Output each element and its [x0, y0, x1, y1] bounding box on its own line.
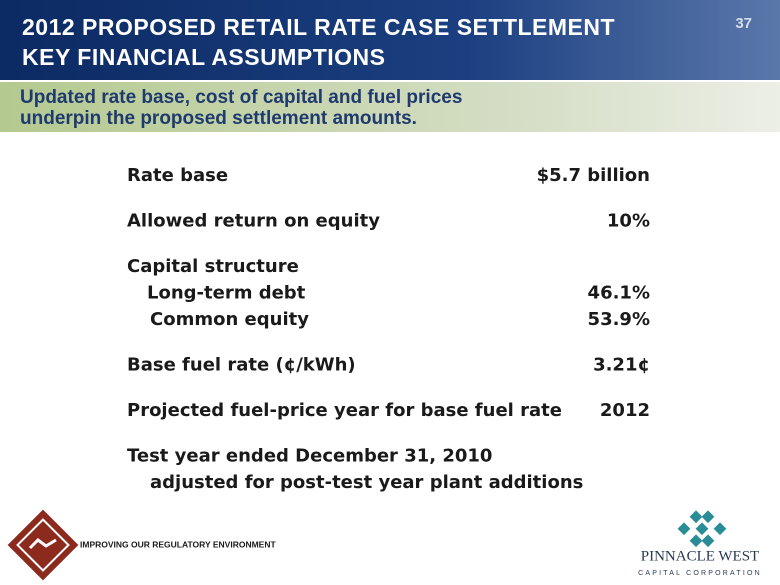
table: Rate base $5.7 billion Allowed return on e… [127, 165, 650, 493]
title: KEY FINANCIAL ASSUMPTIONS [22, 44, 386, 70]
row-value: 2012 [600, 400, 650, 421]
logo-diamond [701, 534, 715, 548]
row-value: 3.21¢ [593, 355, 650, 376]
logo-diamond [689, 510, 703, 524]
company-subname: CAPITAL CORPORATION [638, 570, 762, 577]
logo-diamond [701, 510, 715, 524]
row-label: Base fuel rate (¢/kWh) [127, 355, 356, 376]
row-value: 53.9% [588, 309, 650, 330]
row-label: Allowed return on equity [127, 211, 380, 232]
row-label: Common equity [150, 309, 309, 330]
footer-section: IMPROVING OUR REGULATORY ENVIRONMENT [80, 539, 276, 549]
page-number: 37 [735, 15, 752, 32]
company-logo-mark [677, 510, 727, 548]
logo-diamond [677, 522, 691, 536]
row-value: 46.1% [588, 283, 650, 304]
handshake-icon [28, 538, 57, 550]
diamond-outline [16, 518, 70, 572]
row-label: Long-term debt [147, 283, 306, 304]
header-band [0, 0, 780, 80]
logo-diamond [689, 534, 703, 548]
subtitle-band [0, 82, 780, 132]
subtitle: underpin the proposed settlement amounts… [20, 108, 417, 129]
logo-diamond [713, 522, 727, 536]
row-label: Projected fuel-price year for base fuel … [127, 400, 562, 421]
title: 2012 PROPOSED RETAIL RATE CASE SETTLEMEN… [22, 14, 615, 40]
row-label: Capital structure [127, 256, 299, 277]
row-label: adjusted for post-test year plant additi… [150, 472, 583, 493]
logo-diamond [695, 522, 709, 536]
row-value: 10% [607, 211, 650, 232]
row-label: Test year ended December 31, 2010 [127, 446, 492, 467]
subtitle: Updated rate base, cost of capital and f… [20, 87, 462, 108]
company-name: PINNACLE WEST [641, 548, 759, 564]
row-value: $5.7 billion [537, 165, 650, 186]
row-label: Rate base [127, 165, 228, 186]
